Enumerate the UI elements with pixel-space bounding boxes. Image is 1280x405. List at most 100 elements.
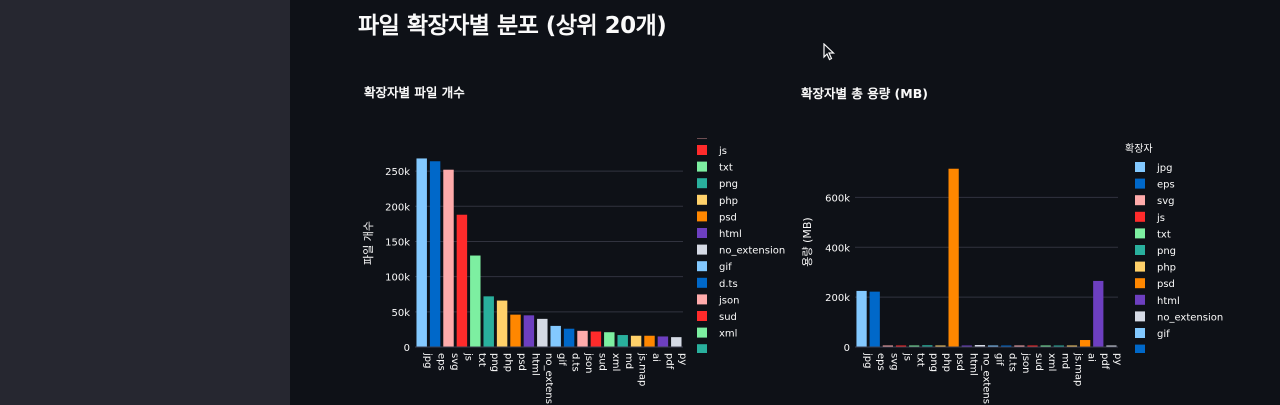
legend-swatch-psd[interactable]	[1135, 278, 1145, 289]
legend-label-sud[interactable]: sud	[719, 312, 737, 323]
legend-label-svg[interactable]: svg	[1157, 196, 1174, 207]
bar-py	[1106, 345, 1117, 347]
y-axis-label: 용량 (MB)	[801, 217, 814, 266]
x-tick-label: svg	[888, 353, 899, 370]
legend-label-js[interactable]: js	[1156, 213, 1165, 224]
bar-gif	[550, 325, 561, 347]
legend-swatch-xml[interactable]	[697, 327, 707, 338]
y-tick-label: 0	[844, 343, 850, 354]
legend-label-html[interactable]: html	[719, 229, 742, 240]
legend-label-json[interactable]: json	[718, 295, 739, 306]
x-tick-label: gif	[556, 353, 567, 366]
legend-swatch-js[interactable]	[1135, 211, 1145, 222]
page-title: 파일 확장자별 분포 (상위 20개)	[358, 13, 667, 39]
x-tick-label: ai	[650, 353, 661, 362]
legend-label-png[interactable]: png	[719, 179, 738, 190]
legend-swatch-txt[interactable]	[697, 161, 707, 172]
legend-swatch-eps[interactable]	[1135, 178, 1145, 189]
bar-txt	[909, 345, 920, 347]
y-tick-label: 600k	[825, 193, 850, 204]
bar-svg	[882, 345, 894, 347]
x-tick-label: sud	[1033, 353, 1044, 371]
x-tick-label: pdf	[1099, 353, 1110, 370]
legend-label-no_extension[interactable]: no_extension	[1157, 312, 1223, 323]
x-tick-label: md	[1059, 353, 1070, 369]
legend-swatch-png[interactable]	[697, 178, 707, 189]
x-tick-label: js.map	[1072, 352, 1083, 386]
y-tick-label: 200k	[385, 202, 410, 213]
y-tick-label: 400k	[825, 243, 850, 254]
legend-swatch-json[interactable]	[697, 294, 707, 305]
legend-swatch-no_extension[interactable]	[697, 244, 707, 255]
legend-label-eps[interactable]: eps	[1157, 180, 1175, 191]
legend-label-txt[interactable]: txt	[719, 163, 733, 174]
legend-swatch[interactable]	[697, 128, 707, 139]
y-tick-label: 200k	[825, 293, 850, 304]
legend-swatch-html[interactable]	[697, 228, 707, 238]
bar-js.map	[1066, 345, 1078, 347]
legend-label-d.ts[interactable]: d.ts	[719, 279, 738, 290]
x-tick-label: json	[1020, 352, 1031, 373]
x-tick-label: php	[941, 353, 952, 372]
legend-label-php[interactable]: php	[719, 196, 738, 207]
legend-label-png[interactable]: png	[1157, 246, 1176, 257]
x-tick-label: js.map	[637, 352, 648, 386]
legend-swatch-svg[interactable]	[1135, 195, 1145, 206]
x-tick-label: no_extension	[543, 353, 554, 405]
chart-title-size: 확장자별 총 용량 (MB)	[801, 86, 928, 101]
x-tick-label: pdf	[663, 353, 674, 370]
legend-swatch-d.ts[interactable]	[697, 277, 707, 288]
legend-label-jpg[interactable]: jpg	[1156, 163, 1172, 174]
bar-html	[523, 315, 535, 347]
legend-swatch-gif[interactable]	[697, 261, 707, 272]
x-tick-label: py	[1112, 353, 1123, 365]
y-tick-label: 150k	[385, 237, 410, 248]
legend-swatch[interactable]	[697, 344, 707, 354]
legend-label-html[interactable]: html	[1157, 296, 1180, 307]
legend-swatch-sud[interactable]	[697, 311, 707, 321]
x-tick-label: png	[928, 353, 939, 372]
bar-sud	[1027, 345, 1038, 347]
legend-label-gif[interactable]: gif	[719, 262, 732, 273]
legend-swatch-jpg[interactable]	[1135, 162, 1145, 172]
x-tick-label: sud	[596, 353, 607, 371]
bar-d.ts	[563, 328, 575, 347]
x-tick-label: js	[462, 352, 473, 361]
bar-no_extension	[974, 345, 986, 347]
x-tick-label: md	[623, 353, 634, 369]
legend-swatch-png[interactable]	[1135, 245, 1145, 255]
x-tick-label: html	[967, 353, 978, 376]
legend-swatch-php[interactable]	[1135, 261, 1145, 272]
x-tick-label: gif	[994, 353, 1005, 366]
legend-swatch-no_extension[interactable]	[1135, 311, 1145, 322]
legend-label-psd[interactable]: psd	[719, 212, 737, 223]
legend-swatch-js[interactable]	[697, 145, 707, 155]
x-tick-label: txt	[476, 353, 487, 367]
legend-swatch[interactable]	[1135, 344, 1145, 355]
legend-label-gif[interactable]: gif	[1157, 329, 1170, 340]
bar-md	[1053, 345, 1064, 347]
legend-label-no_extension[interactable]: no_extension	[719, 246, 785, 257]
legend-label-php[interactable]: php	[1157, 263, 1176, 274]
legend-swatch-php[interactable]	[697, 194, 707, 205]
x-tick-label: png	[489, 353, 500, 372]
legend-swatch-psd[interactable]	[697, 211, 707, 222]
x-tick-label: d.ts	[570, 353, 581, 372]
legend-label-txt[interactable]: txt	[1157, 229, 1171, 240]
y-axis-label: 파일 개수	[361, 221, 375, 265]
bar-xml	[604, 332, 615, 347]
legend-swatch-html[interactable]	[1135, 294, 1145, 305]
bar-eps	[429, 161, 441, 347]
legend-label-js[interactable]: js	[718, 146, 727, 157]
bar-js	[895, 345, 907, 347]
bar-psd	[948, 168, 959, 347]
legend-swatch-txt[interactable]	[1135, 228, 1145, 239]
legend-swatch-gif[interactable]	[1135, 328, 1145, 338]
legend-label-xml[interactable]: xml	[719, 329, 737, 340]
legend-label-psd[interactable]: psd	[1157, 279, 1175, 290]
x-tick-label: py	[677, 353, 688, 365]
bar-eps	[869, 291, 880, 347]
bar-gif	[987, 345, 999, 347]
